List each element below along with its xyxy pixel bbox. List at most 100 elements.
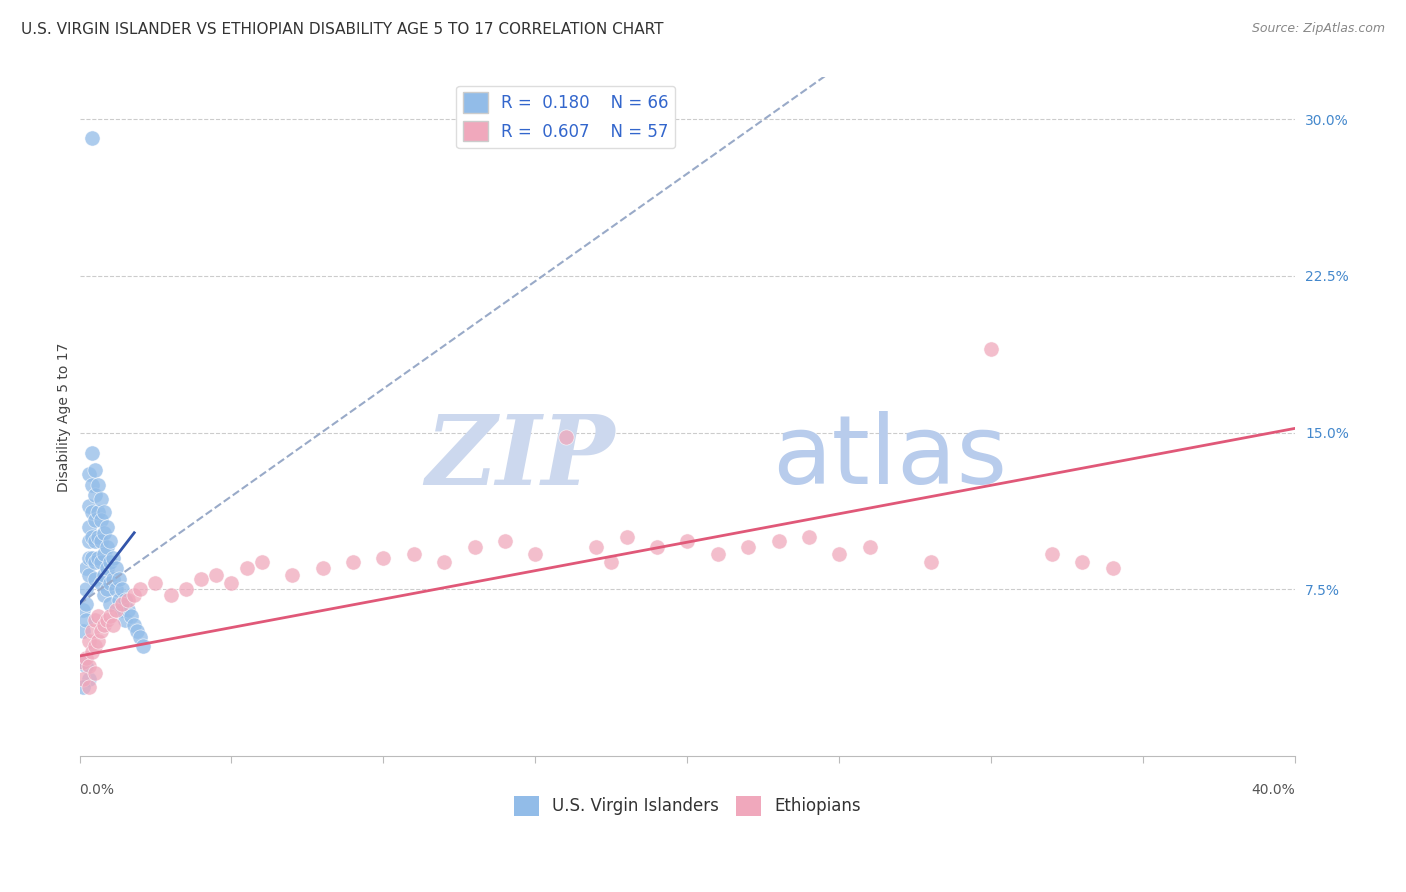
Point bbox=[75, 659, 97, 673]
Point bbox=[87, 530, 110, 544]
Point bbox=[145, 575, 167, 590]
Point bbox=[104, 603, 127, 617]
Point bbox=[83, 555, 105, 569]
Point bbox=[80, 477, 103, 491]
Point bbox=[235, 561, 257, 575]
Point bbox=[87, 477, 110, 491]
Point bbox=[93, 505, 115, 519]
Point bbox=[108, 572, 131, 586]
Point bbox=[524, 547, 547, 561]
Point bbox=[645, 541, 668, 555]
Point bbox=[72, 672, 94, 686]
Point bbox=[98, 534, 121, 549]
Point bbox=[190, 572, 212, 586]
Point bbox=[250, 555, 273, 569]
Point bbox=[75, 651, 97, 665]
Y-axis label: Disability Age 5 to 17: Disability Age 5 to 17 bbox=[58, 343, 72, 491]
Point bbox=[797, 530, 820, 544]
Point bbox=[676, 534, 699, 549]
Point bbox=[117, 603, 139, 617]
Point bbox=[101, 572, 124, 586]
Point bbox=[90, 513, 112, 527]
Point bbox=[77, 519, 100, 533]
Point bbox=[72, 655, 94, 669]
Point bbox=[80, 550, 103, 565]
Point bbox=[83, 665, 105, 680]
Point bbox=[96, 519, 118, 533]
Point bbox=[93, 547, 115, 561]
Point bbox=[96, 561, 118, 575]
Point bbox=[77, 672, 100, 686]
Point bbox=[129, 630, 152, 644]
Point bbox=[83, 488, 105, 502]
Point bbox=[87, 634, 110, 648]
Point bbox=[117, 592, 139, 607]
Point bbox=[828, 547, 851, 561]
Point bbox=[122, 617, 145, 632]
Point bbox=[1071, 555, 1094, 569]
Point bbox=[83, 572, 105, 586]
Text: Source: ZipAtlas.com: Source: ZipAtlas.com bbox=[1251, 22, 1385, 36]
Point bbox=[77, 634, 100, 648]
Point bbox=[129, 582, 152, 597]
Point bbox=[464, 541, 486, 555]
Point bbox=[77, 467, 100, 482]
Point bbox=[114, 592, 136, 607]
Point bbox=[1040, 547, 1063, 561]
Text: atlas: atlas bbox=[772, 411, 1008, 504]
Point bbox=[96, 582, 118, 597]
Point bbox=[108, 592, 131, 607]
Point bbox=[77, 567, 100, 582]
Legend: U.S. Virgin Islanders, Ethiopians: U.S. Virgin Islanders, Ethiopians bbox=[508, 789, 868, 822]
Point bbox=[1102, 561, 1125, 575]
Point bbox=[80, 131, 103, 145]
Point bbox=[72, 681, 94, 695]
Point bbox=[72, 603, 94, 617]
Point bbox=[101, 550, 124, 565]
Point bbox=[127, 624, 149, 638]
Point bbox=[98, 575, 121, 590]
Point bbox=[83, 534, 105, 549]
Point bbox=[111, 582, 134, 597]
Point bbox=[90, 624, 112, 638]
Point bbox=[83, 463, 105, 477]
Point bbox=[174, 582, 197, 597]
Point bbox=[111, 597, 134, 611]
Point bbox=[80, 624, 103, 638]
Point bbox=[93, 567, 115, 582]
Point bbox=[72, 655, 94, 669]
Point bbox=[96, 614, 118, 628]
Point bbox=[93, 589, 115, 603]
Point bbox=[122, 589, 145, 603]
Point bbox=[77, 659, 100, 673]
Point bbox=[75, 561, 97, 575]
Point bbox=[90, 534, 112, 549]
Point bbox=[83, 639, 105, 653]
Point bbox=[132, 639, 155, 653]
Point bbox=[98, 609, 121, 624]
Text: U.S. VIRGIN ISLANDER VS ETHIOPIAN DISABILITY AGE 5 TO 17 CORRELATION CHART: U.S. VIRGIN ISLANDER VS ETHIOPIAN DISABI… bbox=[21, 22, 664, 37]
Point bbox=[75, 582, 97, 597]
Point bbox=[281, 567, 304, 582]
Point bbox=[221, 575, 243, 590]
Point bbox=[96, 541, 118, 555]
Point bbox=[83, 614, 105, 628]
Point bbox=[77, 499, 100, 513]
Point bbox=[80, 645, 103, 659]
Point bbox=[75, 614, 97, 628]
Point bbox=[98, 597, 121, 611]
Point bbox=[104, 561, 127, 575]
Point bbox=[494, 534, 516, 549]
Point bbox=[114, 614, 136, 628]
Point bbox=[706, 547, 728, 561]
Point bbox=[75, 597, 97, 611]
Point bbox=[87, 505, 110, 519]
Point bbox=[600, 555, 623, 569]
Point bbox=[104, 582, 127, 597]
Point bbox=[616, 530, 638, 544]
Point bbox=[980, 342, 1002, 356]
Text: 40.0%: 40.0% bbox=[1251, 783, 1295, 797]
Point bbox=[159, 589, 181, 603]
Point bbox=[80, 505, 103, 519]
Point bbox=[77, 550, 100, 565]
